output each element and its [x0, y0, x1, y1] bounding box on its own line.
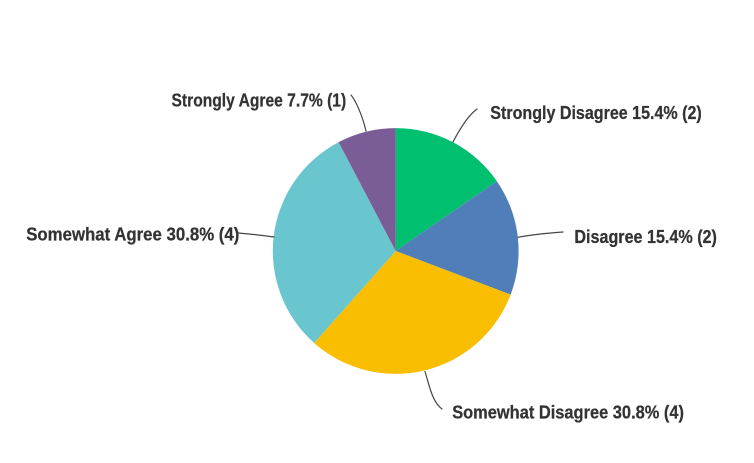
svg-text:Disagree 15.4% (2): Disagree 15.4% (2): [574, 226, 717, 247]
svg-text:Strongly Disagree 15.4% (2): Strongly Disagree 15.4% (2): [490, 102, 701, 123]
svg-text:Somewhat Agree 30.8% (4): Somewhat Agree 30.8% (4): [26, 224, 239, 245]
svg-text:Strongly Agree 7.7% (1): Strongly Agree 7.7% (1): [172, 90, 347, 111]
svg-text:Somewhat Disagree 30.8% (4): Somewhat Disagree 30.8% (4): [452, 402, 684, 423]
